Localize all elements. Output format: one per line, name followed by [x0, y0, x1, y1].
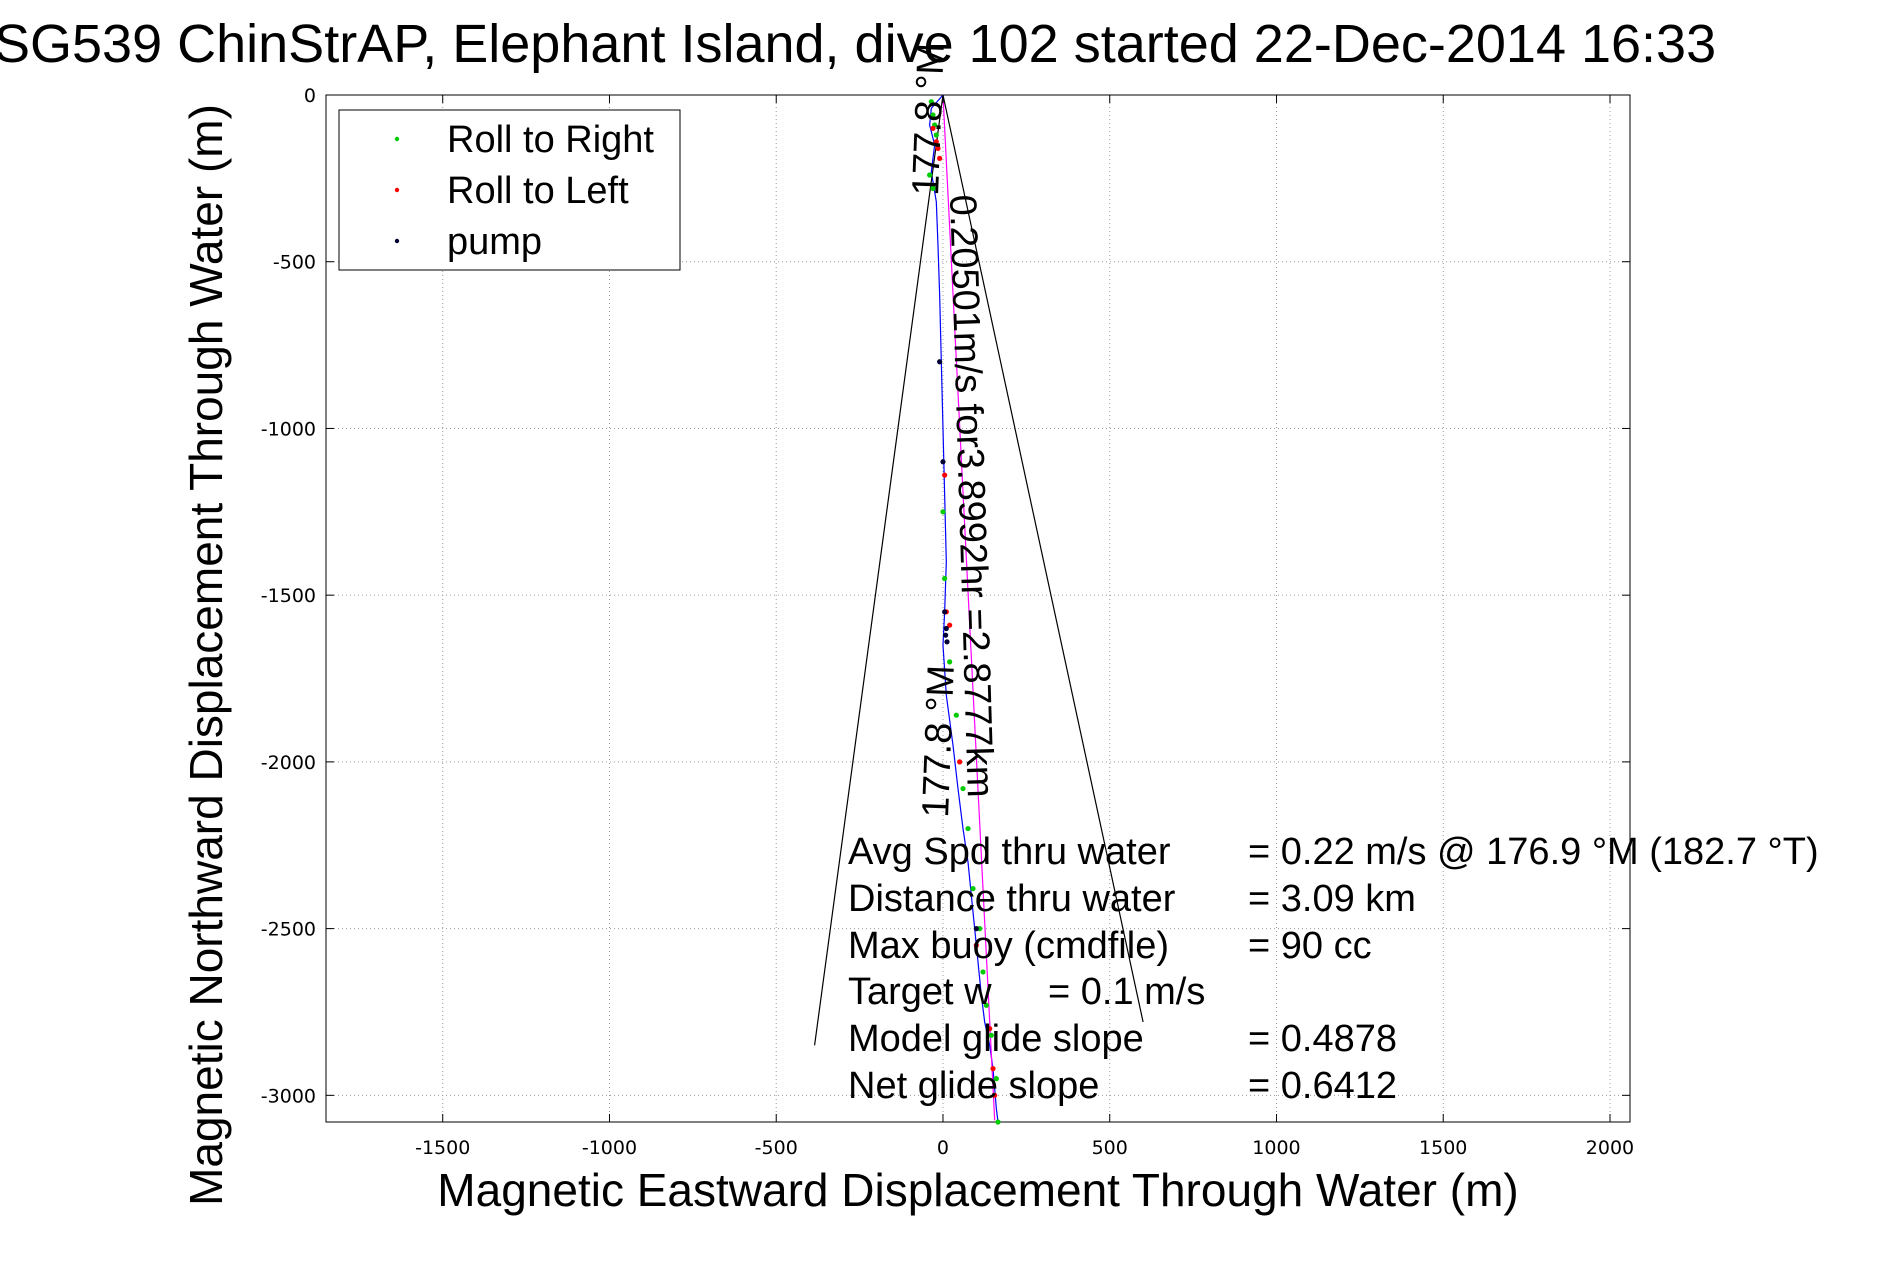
point-pump — [944, 639, 950, 645]
point-roll-to-right — [930, 185, 936, 191]
point-roll-to-left — [937, 155, 943, 161]
heading-label-top-down: 177.8 °M — [905, 42, 953, 196]
y-axis-label: Magnetic Northward Displacement Through … — [180, 104, 232, 1206]
point-roll-to-right — [988, 1032, 994, 1038]
y-tick-label: -1500 — [261, 585, 316, 607]
legend-marker-roll-left — [394, 187, 400, 193]
x-tick-label: 2000 — [1586, 1137, 1634, 1159]
plot-markers — [927, 99, 1001, 1125]
x-axis-label: Magnetic Eastward Displacement Through W… — [437, 1164, 1518, 1216]
point-pump — [943, 632, 949, 638]
point-roll-to-right — [983, 1002, 989, 1008]
point-roll-to-right — [940, 509, 946, 515]
stat-value-net-glide: = 0.6412 — [1248, 1065, 1397, 1107]
x-tick-label: 1000 — [1252, 1137, 1300, 1159]
heading-label-bottom: 177.8 °M — [915, 664, 963, 818]
legend-marker-pump — [394, 238, 400, 244]
point-roll-to-right — [970, 885, 976, 892]
legend-label-pump: pump — [447, 221, 542, 263]
stat-label-model-glide: Model glide slope — [848, 1018, 1144, 1060]
point-pump — [940, 459, 946, 465]
line-track-through-water — [929, 94, 999, 1123]
chart-title: SG539 ChinStrAP, Elephant Island, dive 1… — [0, 14, 1716, 74]
stat-value-max-buoy: = 90 cc — [1248, 925, 1372, 967]
stat-label-distance: Distance thru water — [848, 878, 1176, 920]
y-tick-label: -500 — [273, 252, 316, 274]
point-roll-to-right — [928, 99, 934, 105]
stat-label-avg-speed: Avg Spd thru water — [848, 831, 1171, 873]
y-tick-label: -3000 — [261, 1085, 316, 1107]
y-tick-label: -2500 — [261, 919, 316, 941]
point-roll-to-left — [947, 622, 953, 628]
point-roll-to-left — [942, 472, 948, 478]
point-roll-to-left — [990, 1066, 996, 1072]
y-tick-label: -1000 — [261, 418, 316, 440]
stat-label-target-w: Target w — [848, 971, 992, 1013]
x-tick-label: 500 — [1092, 1137, 1128, 1159]
point-roll-to-left — [957, 759, 963, 765]
point-roll-to-right — [965, 825, 971, 832]
legend: Roll to Right Roll to Left pump — [338, 109, 681, 271]
point-roll-to-right — [933, 132, 939, 138]
x-tick-label: 0 — [937, 1137, 949, 1159]
point-roll-to-right — [947, 659, 953, 665]
point-roll-to-left — [973, 942, 979, 948]
stat-value-avg-speed: = 0.22 m/s @ 176.9 °M (182.7 °T) — [1248, 831, 1819, 873]
plot-area-frame — [325, 94, 1631, 1123]
point-roll-to-right — [930, 112, 936, 118]
point-roll-to-right — [980, 969, 986, 975]
x-tick-label: -1500 — [415, 1137, 470, 1159]
stat-value-target-w: = 0.1 m/s — [1048, 971, 1205, 1013]
legend-label-roll-right: Roll to Right — [447, 119, 654, 161]
point-pump — [937, 359, 943, 365]
y-axis-ticks: 0 -500 -1000 -1500 -2000 -2500 -3000 — [261, 85, 1630, 1107]
point-pump — [942, 609, 948, 615]
line-net-displacement — [942, 94, 996, 1121]
stats-block: Avg Spd thru water = 0.22 m/s @ 176.9 °M… — [848, 831, 1819, 1107]
legend-marker-roll-right — [394, 136, 400, 142]
point-roll-to-right — [942, 575, 948, 582]
point-roll-to-right — [995, 1119, 1001, 1125]
x-tick-label: -500 — [755, 1137, 798, 1159]
x-tick-label: -1000 — [582, 1137, 637, 1159]
point-roll-to-left — [987, 1026, 993, 1032]
y-tick-label: -2000 — [261, 752, 316, 774]
stat-label-max-buoy: Max buoy (cmdfile) — [848, 925, 1169, 967]
stat-value-distance: = 3.09 km — [1248, 878, 1416, 920]
point-roll-to-right — [960, 785, 966, 792]
x-axis-ticks: -1500 -1000 -500 0 500 1000 1500 2000 — [415, 95, 1634, 1159]
y-tick-label: 0 — [304, 85, 316, 107]
point-pump — [943, 625, 949, 632]
point-roll-to-right — [953, 712, 959, 718]
point-roll-to-left — [935, 145, 941, 151]
point-pump — [973, 926, 979, 932]
point-roll-to-left — [992, 1092, 998, 1098]
legend-label-roll-left: Roll to Left — [447, 170, 629, 212]
point-roll-to-right — [927, 172, 933, 178]
x-tick-label: 1500 — [1419, 1137, 1467, 1159]
point-roll-to-left — [930, 125, 936, 131]
stat-label-net-glide: Net glide slope — [848, 1065, 1099, 1107]
point-roll-to-right — [993, 1076, 999, 1082]
stat-value-model-glide: = 0.4878 — [1248, 1018, 1397, 1060]
point-roll-to-left — [933, 139, 939, 145]
